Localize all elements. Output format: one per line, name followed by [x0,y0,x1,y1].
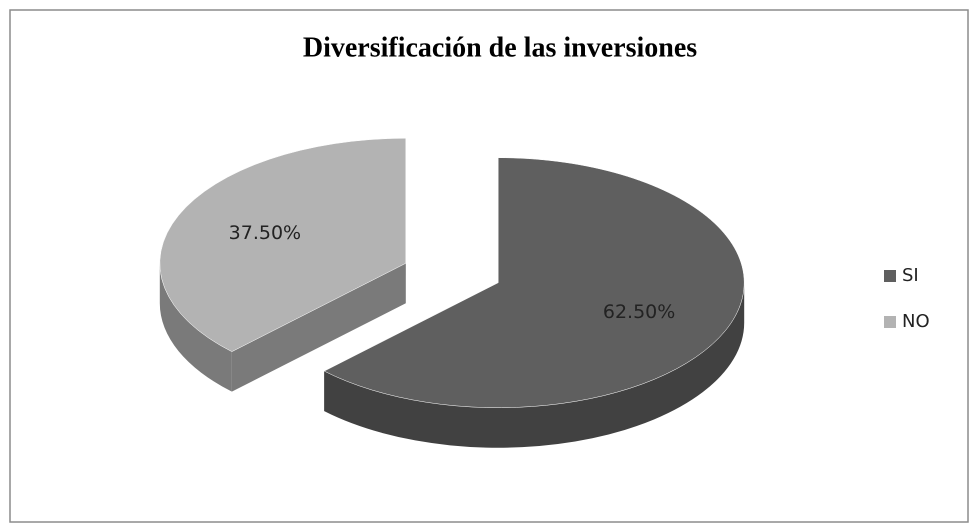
slice [159,138,407,352]
data-label: 37.50% [229,222,301,244]
legend-swatch [884,270,896,282]
chart-title: Diversificación de las inversiones [303,32,697,63]
slice-side [324,282,745,448]
legend-swatch [884,316,896,328]
legend-label: SI [902,265,919,286]
data-label: 62.50% [603,301,675,323]
slice-side [231,263,406,392]
legend-label: NO [902,311,930,332]
slice-side [159,263,232,392]
slice [323,157,745,408]
